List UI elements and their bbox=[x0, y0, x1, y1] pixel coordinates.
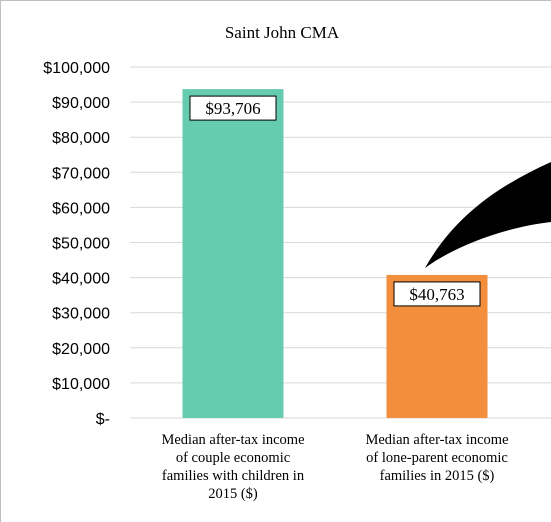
category-labels: Median after-tax income of couple economi… bbox=[161, 432, 508, 502]
data-label: $93,706 bbox=[189, 95, 277, 121]
category-label-line: of lone-parent economic bbox=[366, 450, 508, 466]
bar bbox=[182, 89, 284, 418]
category-label-line: 2015 ($) bbox=[208, 486, 258, 502]
y-tick-label: $20,000 bbox=[52, 341, 110, 358]
y-tick-label: $60,000 bbox=[52, 200, 110, 217]
data-label-text: $40,763 bbox=[409, 285, 464, 304]
y-tick-label: $30,000 bbox=[52, 306, 110, 323]
annotation-arrow-icon bbox=[425, 162, 551, 268]
data-label-text: $93,706 bbox=[205, 99, 260, 118]
y-axis-tick-labels: $- $10,000 $20,000 $30,000 $40,000 $50,000 $60… bbox=[43, 60, 110, 428]
data-label: $40,763 bbox=[393, 281, 481, 307]
data-label-box bbox=[189, 95, 277, 121]
data-labels: $93,706 $40,763 bbox=[189, 95, 481, 307]
category-label-line: families with children in bbox=[162, 468, 305, 484]
y-tick-label: $100,000 bbox=[43, 60, 110, 77]
y-tick-label: $90,000 bbox=[52, 95, 110, 112]
category-label-line: Median after-tax income bbox=[161, 432, 304, 448]
y-tick-label: $40,000 bbox=[52, 271, 110, 288]
chart-title: Saint John CMA bbox=[225, 23, 340, 42]
y-tick-label: $50,000 bbox=[52, 236, 110, 253]
category-label: Median after-tax income of couple economi… bbox=[161, 432, 304, 502]
y-tick-label: $- bbox=[96, 411, 110, 428]
y-tick-label: $10,000 bbox=[52, 376, 110, 393]
data-label-box bbox=[393, 281, 481, 307]
bars bbox=[182, 89, 488, 418]
category-label-line: of couple economic bbox=[176, 450, 290, 466]
category-label-line: Median after-tax income bbox=[365, 432, 508, 448]
y-tick-label: $70,000 bbox=[52, 165, 110, 182]
category-label-line: families in 2015 ($) bbox=[380, 468, 495, 484]
category-label: Median after-tax income of lone-parent ec… bbox=[365, 432, 508, 484]
y-tick-label: $80,000 bbox=[52, 130, 110, 147]
